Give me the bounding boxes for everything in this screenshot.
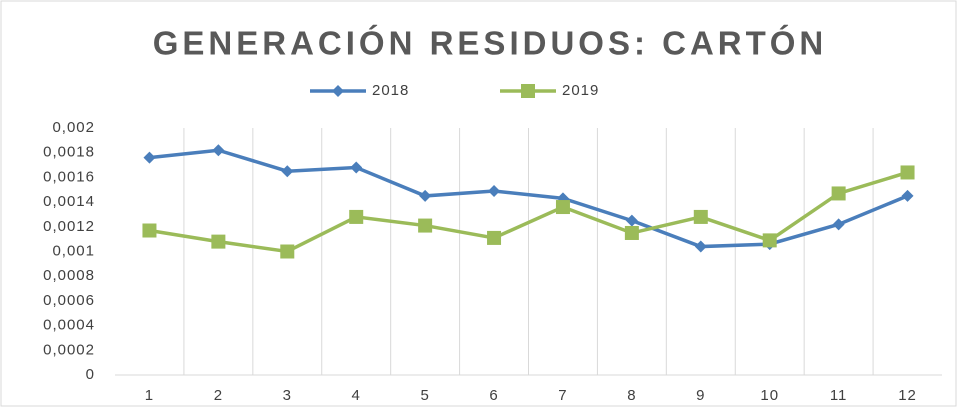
marker [281, 165, 294, 178]
marker [625, 214, 638, 227]
legend-label: 2019 [562, 82, 599, 99]
y-tick-label: 0,001 [52, 242, 95, 259]
marker [488, 184, 501, 197]
y-tick-label: 0,0004 [43, 317, 95, 334]
marker [419, 189, 432, 202]
marker [418, 218, 433, 233]
y-tick-label: 0,0012 [43, 218, 95, 235]
marker [762, 233, 777, 248]
y-tick-label: 0,0016 [43, 168, 95, 185]
marker [900, 165, 915, 180]
line-series [149, 148, 909, 249]
y-tick-label: 0,0002 [43, 341, 95, 358]
x-tick-label: 9 [696, 387, 705, 404]
marker [832, 218, 845, 231]
x-tick-label: 6 [489, 387, 498, 404]
marker [521, 84, 535, 98]
x-tick-label: 11 [830, 387, 848, 404]
marker [212, 144, 225, 157]
y-tick-label: 0,0014 [43, 193, 95, 210]
marker [901, 189, 914, 202]
marker [694, 240, 707, 253]
y-tick-label: 0,002 [52, 119, 95, 136]
marker [487, 230, 502, 245]
y-tick-label: 0,0018 [43, 144, 95, 161]
y-tick-label: 0 [86, 366, 95, 383]
marker [142, 223, 157, 238]
marker [350, 161, 363, 174]
chart-title: GENERACIÓN RESIDUOS: CARTÓN [153, 25, 828, 62]
marker [211, 234, 226, 249]
marker [555, 200, 570, 215]
x-tick-label: 2 [214, 387, 223, 404]
line-series [149, 170, 909, 254]
marker [349, 209, 364, 224]
marker [624, 225, 639, 240]
marker [143, 151, 156, 164]
x-tick-label: 4 [352, 387, 361, 404]
legend-label: 2018 [372, 82, 409, 99]
y-tick-label: 0,0008 [43, 267, 95, 284]
marker [280, 244, 295, 259]
x-tick-label: 1 [145, 387, 154, 404]
y-tick-label: 0,0006 [43, 292, 95, 309]
x-tick-label: 12 [898, 387, 917, 404]
marker [332, 85, 344, 97]
x-tick-label: 3 [283, 387, 292, 404]
x-tick-label: 7 [558, 387, 567, 404]
x-tick-label: 5 [420, 387, 429, 404]
marker [693, 209, 708, 224]
x-tick-label: 10 [760, 387, 779, 404]
x-tick-label: 8 [627, 387, 636, 404]
marker [831, 186, 846, 201]
